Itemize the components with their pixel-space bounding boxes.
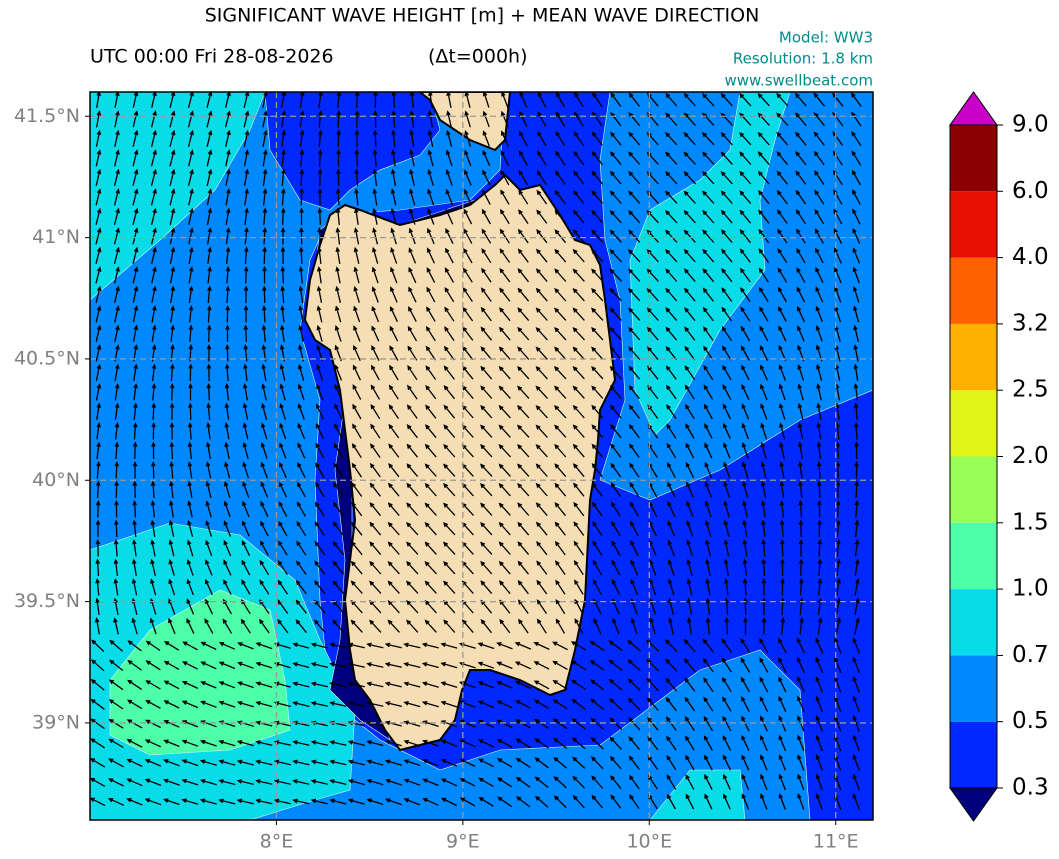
colorbar: 0.3 0.5 0.7 1.0 1.5 2.0 2.5 3.2 4.0 6.0 9.0 — [949, 91, 1049, 822]
colorbar-label: 0.5 — [1012, 708, 1049, 734]
colorbar-label: 2.5 — [1012, 377, 1049, 403]
axes: 8°E 9°E 10°E 11°E 39°N 39.5°N 40°N 40.5°N 41°N 41… — [14, 105, 859, 853]
x-tick-label: 8°E — [260, 831, 294, 853]
colorbar-label: 0.3 — [1012, 775, 1049, 801]
colorbar-segment — [950, 191, 997, 258]
colorbar-label: 6.0 — [1012, 178, 1049, 204]
colorbar-label: 2.0 — [1012, 443, 1049, 469]
colorbar-label: 3.2 — [1012, 310, 1049, 336]
colorbar-segment — [950, 257, 997, 324]
colorbar-segment — [950, 323, 997, 391]
colorbar-segment — [950, 721, 997, 788]
y-tick-label: 39°N — [32, 711, 80, 733]
y-tick-label: 39.5°N — [14, 590, 80, 612]
colorbar-segment — [950, 522, 997, 590]
step: (Δt=000h) — [428, 46, 528, 68]
land — [303, 92, 617, 752]
colorbar-segment — [950, 589, 997, 656]
time: UTC 00:00 Fri 28-08-2026 — [90, 46, 334, 68]
colorbar-segment — [950, 456, 997, 523]
colorbar-segment — [950, 655, 997, 722]
model: Model: WW3 — [779, 29, 873, 47]
resolution: Resolution: 1.8 km — [733, 50, 873, 68]
map-frame — [89, 91, 874, 821]
y-tick-label: 41.5°N — [14, 105, 80, 127]
grid — [90, 92, 873, 820]
map — [90, 92, 873, 820]
colorbar-label: 1.5 — [1012, 509, 1049, 535]
x-tick-label: 11°E — [813, 831, 859, 853]
colorbar-over — [949, 91, 998, 126]
colorbar-under — [949, 787, 998, 822]
colorbar-label: 9.0 — [1012, 112, 1049, 138]
colorbar-segment — [950, 125, 997, 192]
y-tick-label: 41°N — [32, 226, 80, 248]
colorbar-label: 4.0 — [1012, 244, 1049, 270]
x-tick-label: 9°E — [446, 831, 480, 853]
site: www.swellbeat.com — [725, 72, 873, 90]
colorbar-label: 0.7 — [1012, 642, 1049, 668]
y-tick-label: 40.5°N — [14, 347, 80, 369]
x-tick-label: 10°E — [626, 831, 672, 853]
title: SIGNIFICANT WAVE HEIGHT [m] + MEAN WAVE … — [205, 5, 760, 27]
colorbar-label: 1.0 — [1012, 576, 1049, 602]
colorbar-segment — [950, 390, 997, 457]
direction-arrows — [90, 92, 862, 810]
y-tick-label: 40°N — [32, 469, 80, 491]
